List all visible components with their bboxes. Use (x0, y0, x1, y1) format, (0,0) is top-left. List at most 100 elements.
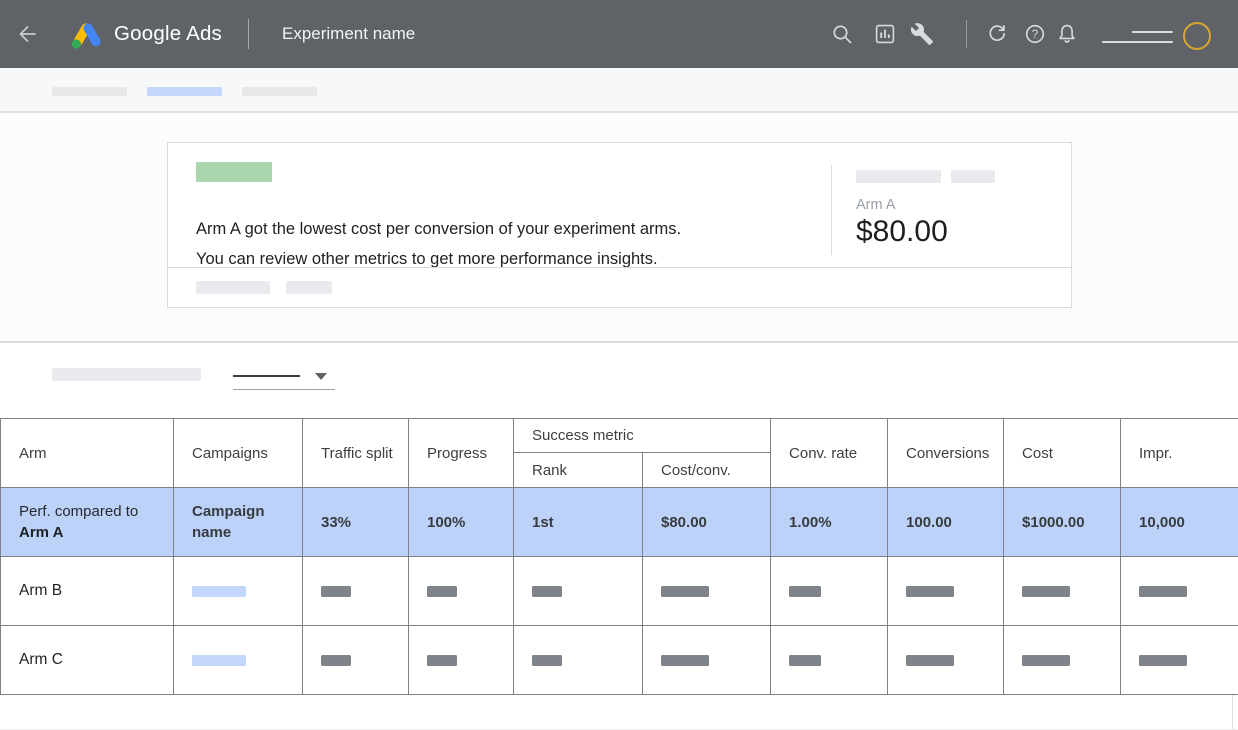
cell-traffic-split (302, 556, 409, 626)
insight-metric-block: Arm A $80.00 (831, 165, 1066, 255)
metric-value: $80.00 (856, 215, 948, 248)
cell-traffic-split (302, 625, 409, 695)
value-placeholder (661, 585, 709, 597)
cell-conversions: 100.00 (887, 487, 1005, 557)
cell-cost-per-conv: $80.00 (641, 487, 772, 557)
header-conv-rate: Conv. rate (770, 418, 889, 488)
value-placeholder (789, 654, 822, 666)
help-icon[interactable]: ? (1023, 22, 1047, 46)
cell-progress (408, 556, 514, 626)
results-panel: Arm Campaigns Traffic split Progress Suc… (0, 343, 1238, 730)
header-impressions: Impr. (1120, 418, 1238, 488)
header-conversions: Conversions (887, 418, 1005, 488)
account-text-placeholder (1132, 31, 1173, 33)
insight-card: Arm A got the lowest cost per conversion… (167, 142, 1072, 308)
cell-traffic-split: 33% (302, 487, 409, 557)
campaign-link-placeholder[interactable] (192, 585, 246, 597)
cell-impressions: 10,000 (1120, 487, 1238, 557)
table-row-arm-a: Perf. compared to Arm A Campaign name 33… (0, 487, 1238, 557)
value-placeholder (789, 585, 822, 597)
cell-campaign (173, 556, 303, 626)
value-placeholder (427, 585, 457, 597)
control-label-placeholder (52, 368, 201, 381)
cell-rank: 1st (513, 487, 643, 557)
header-traffic-split: Traffic split (302, 418, 409, 488)
product-name: Google Ads (114, 22, 222, 45)
topbar: Google Ads Experiment name ? (0, 0, 1238, 68)
cell-conversions (887, 556, 1005, 626)
campaign-link-placeholder[interactable] (192, 654, 246, 666)
cell-arm: Arm B (0, 556, 174, 626)
value-placeholder (906, 585, 955, 597)
insight-message-line2: You can review other metrics to get more… (196, 250, 658, 268)
footer-link-placeholder[interactable] (286, 281, 332, 294)
cell-impressions (1120, 556, 1238, 626)
value-placeholder (532, 654, 562, 666)
tab-placeholder-3[interactable] (242, 87, 317, 96)
account-text-placeholder (1102, 41, 1173, 43)
cell-conv-rate: 1.00% (770, 487, 889, 557)
value-placeholder (661, 654, 709, 666)
table-row-arm-b: Arm B (0, 556, 1238, 626)
cell-campaign: Campaign name (173, 487, 303, 557)
cell-conv-rate (770, 556, 889, 626)
header-rank: Rank (513, 452, 643, 488)
search-icon[interactable] (830, 22, 854, 46)
hero-section: Arm A got the lowest cost per conversion… (0, 113, 1238, 343)
metric-text-placeholder (951, 170, 995, 183)
svg-text:?: ? (1032, 29, 1038, 41)
value-placeholder (1139, 585, 1188, 597)
insight-card-footer (168, 267, 1071, 307)
cell-cost-per-conv (641, 625, 772, 695)
campaign-link[interactable]: Campaign name (192, 503, 265, 541)
cell-campaign (173, 625, 303, 695)
avatar[interactable] (1183, 22, 1211, 50)
arm-name: Arm A (19, 524, 64, 541)
notifications-bell-icon[interactable] (1055, 22, 1079, 46)
header-campaigns: Campaigns (173, 418, 303, 488)
dropdown-underline (233, 389, 335, 390)
cell-impressions (1120, 625, 1238, 695)
tab-placeholder-2-active[interactable] (147, 87, 222, 96)
value-placeholder (1022, 654, 1071, 666)
insight-title-placeholder (196, 162, 272, 182)
cell-cost (1003, 556, 1122, 626)
value-placeholder (1022, 585, 1071, 597)
page-title: Experiment name (282, 24, 416, 43)
tab-placeholder-1[interactable] (52, 87, 127, 96)
google-ads-logo-icon (71, 23, 101, 49)
chevron-down-icon (315, 373, 327, 380)
cell-conversions (887, 625, 1005, 695)
value-placeholder (427, 654, 457, 666)
cell-progress (408, 625, 514, 695)
header-success-metric: Success metric (512, 418, 772, 453)
header-progress: Progress (408, 418, 514, 488)
header-cost: Cost (1003, 418, 1122, 488)
cell-arm: Arm C (0, 625, 174, 695)
dropdown-value-placeholder (233, 375, 300, 377)
cell-rank (513, 556, 643, 626)
cell-arm: Perf. compared to Arm A (0, 487, 174, 557)
header-arm: Arm (0, 418, 174, 488)
value-placeholder (906, 654, 955, 666)
results-table: Arm Campaigns Traffic split Progress Suc… (0, 418, 1238, 695)
cell-cost (1003, 625, 1122, 695)
cell-conv-rate (770, 625, 889, 695)
value-placeholder (321, 585, 351, 597)
metric-label: Arm A (856, 197, 896, 213)
value-placeholder (1139, 654, 1188, 666)
cell-progress: 100% (408, 487, 514, 557)
topbar-divider (248, 19, 249, 49)
reports-chart-icon[interactable] (873, 22, 897, 46)
header-cost-per-conv: Cost/conv. (641, 452, 772, 488)
footer-link-placeholder[interactable] (196, 281, 270, 294)
arm-prefix: Perf. compared to (19, 503, 139, 520)
value-placeholder (532, 585, 562, 597)
metric-text-placeholder (856, 170, 941, 183)
refresh-icon[interactable] (985, 22, 1009, 46)
metric-dropdown[interactable] (233, 367, 335, 391)
tools-wrench-icon[interactable] (910, 22, 934, 46)
back-arrow-icon[interactable] (16, 22, 40, 46)
topbar-divider-2 (966, 20, 967, 48)
cell-cost-per-conv (641, 556, 772, 626)
